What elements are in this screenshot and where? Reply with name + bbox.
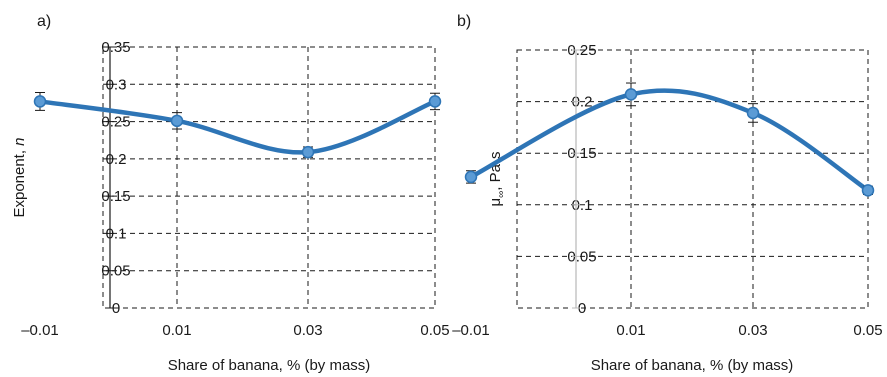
x-tick-label: –0.01 (452, 322, 490, 339)
x-tick-label: 0.05 (420, 322, 449, 339)
y-tick-label: 0.2 (572, 94, 593, 111)
y-tick-label: 0.25 (567, 42, 596, 59)
x-axis-label: Share of banana, % (by mass) (591, 357, 794, 374)
chart-0: 0 0.05 0.1 0.15 0.2 0.25 0.3 0.35 –0.01 0.01 0.03 0… (11, 13, 450, 374)
x-tick-label: –0.01 (21, 322, 59, 339)
y-tick-label: 0.05 (101, 263, 130, 280)
x-axis-label: Share of banana, % (by mass) (168, 357, 371, 374)
data-point (624, 88, 638, 101)
panel-label: b) (457, 13, 471, 30)
data-point (33, 95, 47, 108)
data-point (746, 106, 760, 120)
y-tick-label: 0.15 (567, 145, 596, 162)
plot-frame (102, 46, 436, 309)
x-tick-label: 0.01 (616, 322, 645, 339)
y-axis-label-subscript: ∞ (496, 191, 507, 198)
data-point (428, 95, 442, 108)
data-point (464, 170, 478, 184)
chart-1: 0 0.05 0.1 0.15 0.2 0.25 –0.01 0.01 0.03 0.05 b) Sh… (452, 13, 882, 374)
x-tick-label: 0.03 (738, 322, 767, 339)
y-tick-label: 0.1 (572, 197, 593, 214)
y-tick-label: 0.3 (106, 76, 127, 93)
data-point (170, 114, 184, 128)
panel-label: a) (37, 13, 51, 30)
y-axis-label-text: Exponent, (11, 146, 28, 218)
y-axis-label: Exponent, n (11, 137, 28, 217)
x-tick-label: 0.01 (162, 322, 191, 339)
plot-frame (516, 49, 869, 309)
x-tick-label: 0.05 (853, 322, 882, 339)
y-tick-label: 0 (578, 300, 586, 317)
series-line-0 (468, 88, 871, 193)
x-tick-label: 0.03 (293, 322, 322, 339)
series-line-0 (37, 99, 438, 155)
y-tick-label: 0.25 (101, 114, 130, 131)
y-axis-label-variable: n (11, 137, 28, 145)
data-point (301, 145, 315, 159)
y-tick-label: 0.05 (567, 248, 596, 265)
y-axis-label-symbol: μ (487, 198, 504, 207)
y-tick-label: 0.2 (106, 151, 127, 168)
y-tick-label: 0.1 (106, 225, 127, 242)
data-point (861, 184, 875, 197)
y-tick-label: 0.15 (101, 188, 130, 205)
y-tick-label: 0 (112, 300, 120, 317)
y-tick-label: 0.35 (101, 39, 130, 56)
